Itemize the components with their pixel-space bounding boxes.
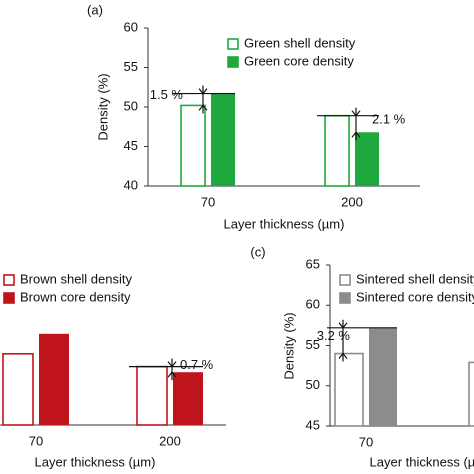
y-axis-title: Density (%) (281, 312, 296, 379)
arrow-head (338, 322, 348, 329)
bar (39, 333, 69, 425)
y-tick-label: 50 (306, 377, 320, 392)
panel-label: (c) (250, 244, 265, 259)
x-axis-title: Layer thickness (µm) (35, 454, 156, 469)
annotation: 2.1 % (372, 111, 406, 126)
arrow-head (167, 361, 177, 368)
y-tick-label: 55 (124, 59, 138, 74)
x-axis-title: Layer thickness (µm) (224, 216, 345, 231)
legend-swatch (339, 274, 351, 286)
x-tick-label: 200 (159, 433, 181, 448)
legend-label: Green shell density (244, 35, 356, 50)
legend-label: Sintered shell density (356, 271, 474, 286)
y-tick-label: 40 (124, 177, 138, 192)
legend-swatch (227, 38, 239, 50)
annotation: 0.7 % (180, 357, 214, 372)
bar (369, 327, 397, 426)
y-tick-label: 45 (124, 138, 138, 153)
legend-label: Brown core density (20, 289, 131, 304)
bar (468, 361, 474, 427)
y-axis-title: Density (%) (95, 73, 110, 140)
legend-swatch (3, 274, 15, 286)
y-tick-label: 50 (124, 98, 138, 113)
x-tick-label: 70 (29, 433, 43, 448)
y-tick-label: 60 (124, 19, 138, 34)
bar (324, 114, 350, 187)
bar (211, 93, 235, 186)
legend-swatch (227, 56, 239, 68)
legend-swatch (339, 292, 351, 304)
bar (173, 372, 203, 425)
x-axis-title: Layer thickness (µm) (370, 454, 474, 469)
arrow-head (351, 131, 361, 138)
arrow-head (198, 88, 208, 95)
bar (355, 132, 379, 186)
bar (180, 104, 206, 187)
bar (136, 365, 168, 426)
panel-label: (a) (87, 2, 103, 17)
legend-label: Brown shell density (20, 271, 132, 286)
annotation: 3.2 % (317, 328, 351, 343)
y-tick-label: 60 (306, 297, 320, 312)
arrow-head (351, 110, 361, 117)
legend-label: Sintered core density (356, 289, 474, 304)
x-tick-label: 200 (341, 194, 363, 209)
y-tick-label: 55 (306, 337, 320, 352)
arrow-head (338, 352, 348, 359)
y-tick-label: 65 (306, 256, 320, 271)
legend-label: Green core density (244, 53, 354, 68)
x-tick-label: 70 (201, 194, 215, 209)
y-tick-label: 45 (306, 417, 320, 432)
arrow-head (198, 104, 208, 111)
annotation: 1.5 % (150, 87, 184, 102)
bar (334, 352, 364, 427)
x-tick-label: 70 (359, 434, 373, 449)
legend-swatch (3, 292, 15, 304)
arrow-head (167, 371, 177, 378)
bar (2, 352, 34, 426)
